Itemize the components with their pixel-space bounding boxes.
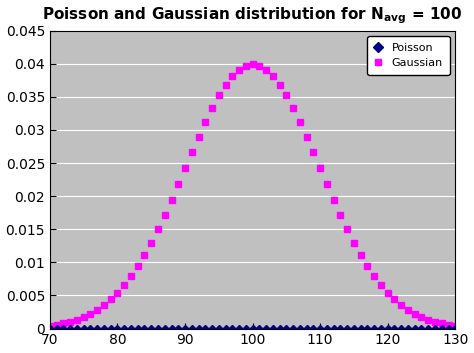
Poisson (47, 327, 53, 331)
Poisson (290, 327, 296, 331)
Poisson (398, 327, 404, 331)
Gaussian (47, 324, 53, 328)
Poisson (189, 327, 195, 331)
Gaussian (297, 120, 303, 124)
Title: Poisson and Gaussian distribution for N$_{\mathregular{avg}}$ = 100: Poisson and Gaussian distribution for N$… (42, 6, 463, 26)
Line: Poisson: Poisson (47, 326, 458, 331)
Poisson (263, 327, 269, 331)
Gaussian (452, 324, 458, 328)
Poisson (452, 327, 458, 331)
Line: Gaussian: Gaussian (46, 61, 459, 329)
Gaussian (142, 253, 147, 257)
Poisson (142, 327, 147, 331)
Gaussian (405, 308, 411, 312)
Gaussian (270, 74, 276, 78)
Gaussian (250, 62, 255, 66)
Legend: Poisson, Gaussian: Poisson, Gaussian (367, 36, 450, 75)
Poisson (128, 327, 134, 331)
Gaussian (128, 274, 134, 279)
Gaussian (189, 150, 195, 155)
